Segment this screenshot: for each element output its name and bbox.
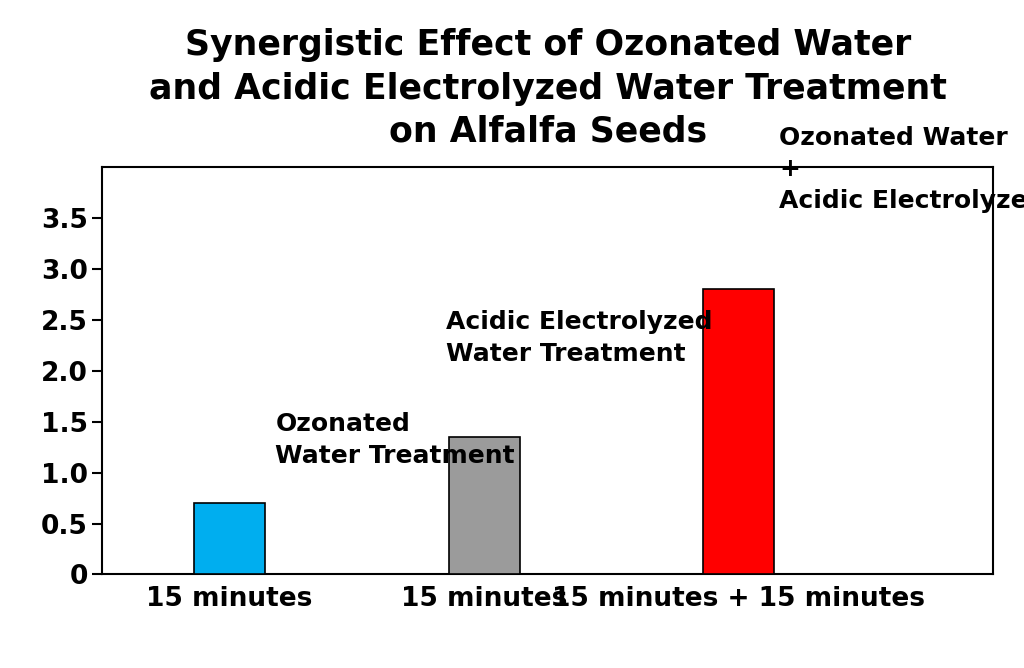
Bar	[703, 289, 774, 574]
Text: Ozonated
Water Treatment: Ozonated Water Treatment	[275, 412, 515, 468]
Bar	[449, 437, 520, 574]
Text: Acidic Electrolyzed
Water Treatment: Acidic Electrolyzed Water Treatment	[446, 310, 713, 365]
Bar	[194, 503, 265, 574]
Title: Synergistic Effect of Ozonated Water
and Acidic Electrolyzed Water Treatment
on : Synergistic Effect of Ozonated Water and…	[148, 28, 947, 149]
Text: Ozonated Water
+
Acidic Electrolyzed Water: Ozonated Water + Acidic Electrolyzed Wat…	[779, 126, 1024, 213]
